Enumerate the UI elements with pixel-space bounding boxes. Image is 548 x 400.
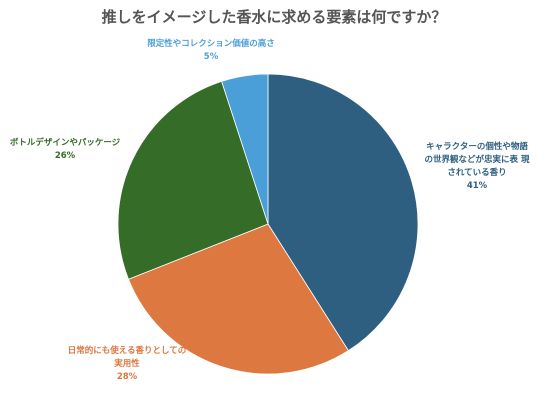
slice-bottle-design [117,80,269,280]
slice-label-practical: 日常的にも使える香りとしての 実用性 28% [38,345,216,384]
slice-practical [128,223,349,375]
slice-value-label: 26% [54,151,76,161]
slice-label-story: キャラクターの個性や物語 の世界観などが忠実に表 現 されている香り 41% [412,141,542,193]
slice-label-collectability: 限定性やコレクション価値の高さ 5% [131,38,291,64]
slice-value-label: 41% [466,181,488,191]
slice-label-line: 限定性やコレクション価値の高さ [147,39,275,49]
slice-value-label: 28% [116,372,138,382]
slice-label-line: キャラクターの個性や物語 [426,142,528,152]
slice-value-label: 5% [203,52,219,62]
slice-story [267,73,419,352]
slice-label-line: の世界観などが忠実に表 現 [424,155,530,165]
slice-label-bottle-design: ボトルデザインやパッケージ 26% [0,137,130,163]
slice-label-line: 日常的にも使える香りとしての [67,346,187,356]
slice-label-line: ボトルデザインやパッケージ [9,138,121,148]
chart-title: 推しをイメージした香水に求める要素は何ですか？ [101,8,447,26]
slice-collectability [221,73,269,225]
slice-label-line: されている香り [447,168,507,178]
slice-label-line: 実用性 [114,359,140,369]
